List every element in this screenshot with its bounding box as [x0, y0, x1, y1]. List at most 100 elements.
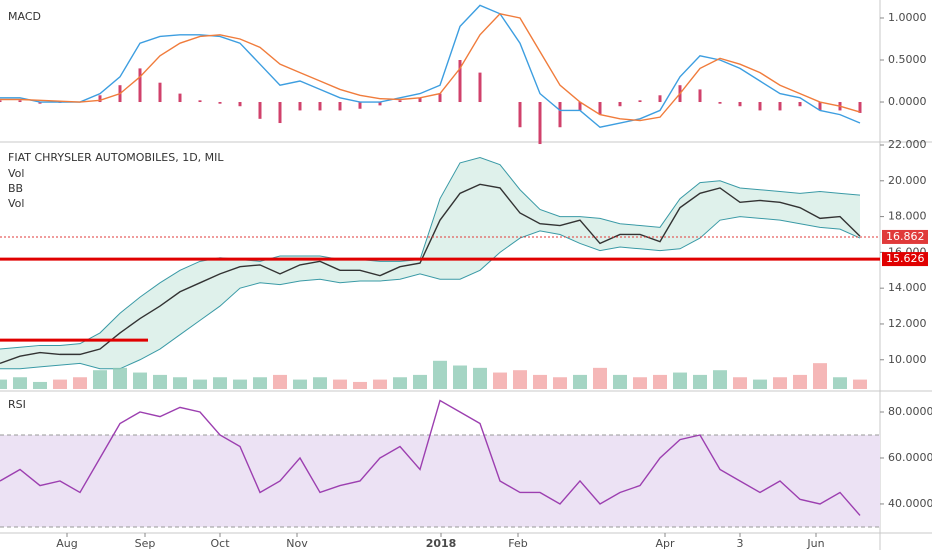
macd-histogram-bar — [198, 100, 202, 103]
volume-bar — [553, 377, 567, 389]
volume-bar — [253, 377, 267, 389]
volume-bar — [733, 377, 747, 389]
volume-bar — [793, 374, 807, 389]
y-tick-label: 40.0000 — [888, 497, 932, 510]
y-tick-label: 14.000 — [888, 281, 927, 294]
price-tag — [882, 252, 928, 267]
series-line — [0, 183, 861, 364]
volume-bar — [813, 363, 827, 389]
macd-histogram-bar — [658, 95, 662, 103]
series-line — [0, 399, 861, 516]
volume-bar — [693, 374, 707, 389]
macd-histogram-bar — [0, 100, 2, 103]
volume-bar — [493, 372, 507, 389]
series-line — [0, 13, 861, 122]
macd-histogram-bar — [318, 102, 322, 111]
macd-histogram-bar — [478, 72, 482, 103]
macd-histogram-bar — [358, 102, 362, 109]
volume-bar — [0, 379, 7, 389]
volume-bar — [473, 367, 487, 389]
macd-histogram-bar — [578, 102, 582, 111]
volume-bar — [313, 377, 327, 389]
y-tick-label: 60.0000 — [888, 451, 932, 464]
legend-entry: Vol — [8, 197, 24, 210]
macd-histogram-bar — [438, 93, 442, 103]
volume-bar — [573, 374, 587, 389]
macd-histogram-bar — [638, 100, 642, 103]
macd-histogram-bar — [738, 102, 742, 107]
legend-entry: Vol — [8, 167, 24, 180]
macd-histogram-bar — [258, 102, 262, 119]
volume-bar — [353, 381, 367, 389]
volume-bar — [653, 374, 667, 389]
x-tick-label: 3 — [737, 537, 744, 550]
y-tick-label: 12.000 — [888, 317, 927, 330]
volume-bar — [833, 377, 847, 389]
y-tick-label: 20.000 — [888, 174, 927, 187]
volume-bar — [533, 374, 547, 389]
volume-bar — [853, 379, 867, 389]
price-tag — [882, 229, 928, 244]
macd-histogram-bar — [458, 60, 462, 103]
volume-bar — [273, 374, 287, 389]
volume-bar — [753, 379, 767, 389]
x-tick-label: Jun — [806, 537, 824, 550]
macd-histogram-bar — [338, 102, 342, 111]
macd-histogram-bar — [718, 102, 722, 104]
volume-bar — [373, 379, 387, 389]
macd-histogram-bar — [758, 102, 762, 111]
volume-bar — [53, 379, 67, 389]
macd-histogram-bar — [138, 68, 142, 103]
y-tick-label: 1.0000 — [888, 11, 927, 24]
price-tag-label: 16.862 — [886, 230, 925, 243]
macd-histogram-bar — [538, 102, 542, 145]
y-tick-label: 80.0000 — [888, 405, 932, 418]
volume-bar — [773, 377, 787, 389]
x-tick-label: Oct — [210, 537, 230, 550]
macd-histogram-bar — [38, 102, 42, 104]
pane-title: MACD — [8, 10, 41, 23]
y-tick-label: 18.000 — [888, 210, 927, 223]
volume-bar — [673, 372, 687, 389]
volume-bar — [93, 370, 107, 389]
macd-histogram-bar — [298, 102, 302, 111]
bollinger-line — [0, 216, 861, 370]
volume-bar — [433, 360, 447, 389]
macd-histogram-bar — [858, 102, 862, 113]
x-tick-label: 2018 — [426, 537, 457, 550]
x-tick-label: Feb — [508, 537, 527, 550]
macd-histogram-bar — [398, 100, 402, 103]
macd-histogram-bar — [98, 95, 102, 103]
volume-bar — [213, 377, 227, 389]
macd-histogram-bar — [618, 102, 622, 107]
legend-entry: BB — [8, 182, 23, 195]
volume-bar — [413, 374, 427, 389]
macd-histogram-bar — [178, 93, 182, 103]
macd-histogram-bar — [558, 102, 562, 128]
volume-bar — [33, 381, 47, 389]
macd-histogram-bar — [818, 102, 822, 111]
volume-bar — [113, 367, 127, 389]
macd-histogram-bar — [518, 102, 522, 128]
volume-bar — [633, 377, 647, 389]
volume-bar — [133, 372, 147, 389]
macd-histogram-bar — [798, 102, 802, 107]
volume-bar — [193, 379, 207, 389]
macd-histogram-bar — [158, 82, 162, 103]
volume-bar — [513, 370, 527, 389]
macd-histogram-bar — [598, 102, 602, 115]
volume-bar — [153, 374, 167, 389]
pane-title: RSI — [8, 398, 26, 411]
macd-histogram-bar — [18, 100, 22, 103]
x-tick-label: Sep — [135, 537, 156, 550]
volume-bar — [333, 379, 347, 389]
x-tick-label: Apr — [655, 537, 675, 550]
volume-bar — [613, 374, 627, 389]
macd-histogram-bar — [698, 89, 702, 103]
volume-bar — [453, 365, 467, 389]
macd-histogram-bar — [238, 102, 242, 107]
price-tag-label: 15.626 — [886, 252, 925, 265]
volume-bar — [173, 377, 187, 389]
volume-bar — [293, 379, 307, 389]
